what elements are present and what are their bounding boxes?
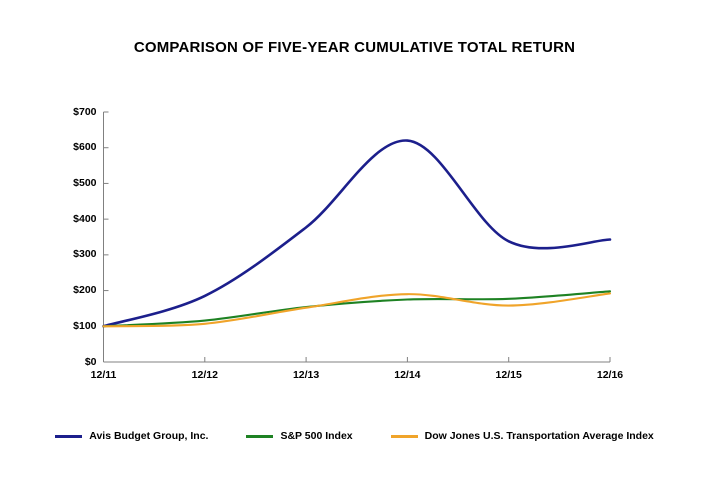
y-axis-tick-label: $400 (73, 212, 97, 225)
x-axis-tick-label: 12/16 (596, 369, 624, 381)
x-axis-tick-label: 12/14 (394, 369, 421, 381)
y-axis-tick-label: $200 (73, 284, 97, 297)
y-axis-tick-label: $500 (73, 176, 97, 189)
y-axis-tick-label: $0 (84, 355, 97, 368)
y-axis-tick-label: $600 (73, 141, 97, 154)
y-axis-tick-label: $100 (73, 319, 97, 332)
legend-label-dowjones: Dow Jones U.S. Transportation Average In… (424, 430, 654, 442)
legend-swatch-sp500-line (246, 434, 274, 438)
legend-label-avis: Avis Budget Group, Inc. (89, 430, 209, 442)
x-axis-tick-label: 12/15 (495, 369, 522, 381)
series-line-2 (102, 292, 612, 328)
legend-label-sp500: S&P 500 Index (280, 430, 353, 442)
legend-item-dowjones: Dow Jones U.S. Transportation Average In… (390, 430, 654, 442)
x-axis-tick-label: 12/12 (191, 369, 218, 381)
x-axis-tick-label: 12/11 (90, 369, 117, 381)
series-line-0 (102, 139, 612, 328)
chart-title: COMPARISON OF FIVE-YEAR CUMULATIVE TOTAL… (133, 39, 576, 56)
y-axis-tick-label: $700 (73, 105, 97, 118)
legend-item-sp500: S&P 500 Index (246, 430, 353, 442)
x-axis-tick-label: 12/13 (292, 369, 320, 381)
legend-swatch-dowjones-line (390, 434, 418, 438)
series-line-1 (102, 290, 612, 328)
legend-item-avis: Avis Budget Group, Inc. (55, 430, 208, 442)
y-axis-tick-label: $300 (73, 248, 97, 261)
legend: Avis Budget Group, Inc. S&P 500 Index Do… (0, 430, 709, 442)
legend-swatch-avis-line (55, 434, 83, 438)
